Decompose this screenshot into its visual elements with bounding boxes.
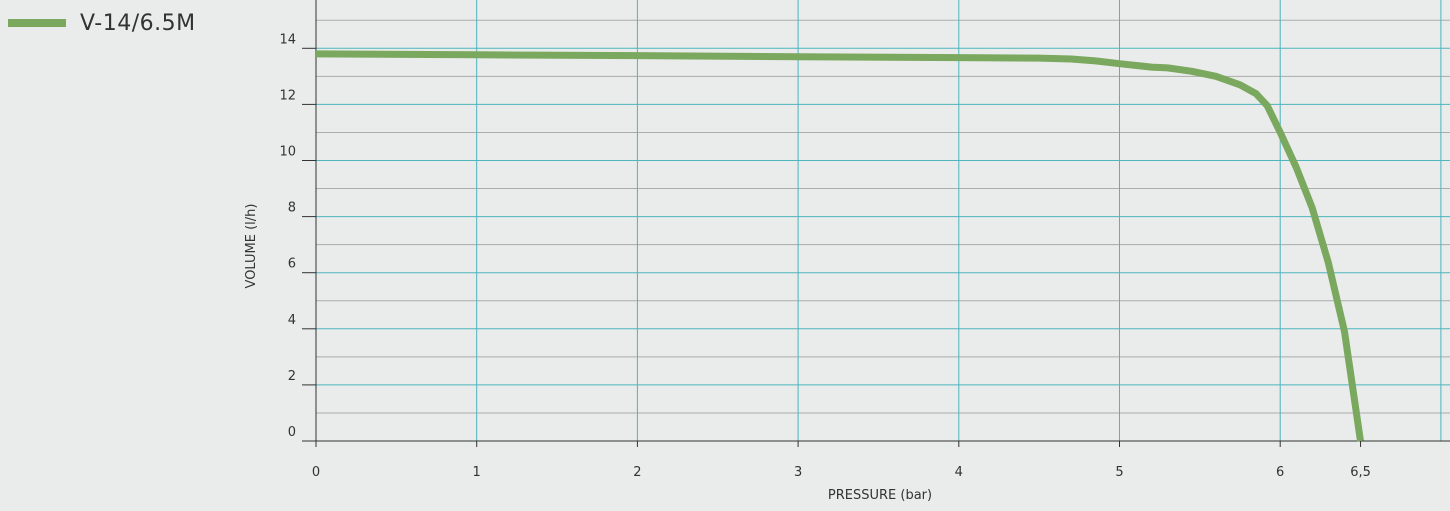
y-tick-label: 10 (279, 145, 296, 160)
x-tick-label: 4 (955, 465, 963, 480)
major-gridlines (316, 0, 1450, 441)
x-tick-label: 2 (633, 465, 641, 480)
y-tick-label: 0 (288, 425, 296, 440)
minor-gridlines (316, 19, 1450, 414)
y-axis-title: VOLUME (l/h) (244, 204, 259, 289)
series-line (315, 50, 1364, 442)
legend-swatch (8, 19, 66, 27)
series-layer (315, 50, 1364, 442)
y-tick-label: 6 (288, 257, 296, 272)
y-tick-label: 8 (288, 201, 296, 216)
x-axis-title: PRESSURE (bar) (828, 488, 932, 503)
x-tick-label: 6 (1276, 465, 1284, 480)
x-tick-label: 6,5 (1350, 465, 1371, 480)
x-tick-label: 5 (1115, 465, 1123, 480)
y-tick-label: 12 (279, 88, 296, 103)
y-tick-label: 2 (288, 369, 296, 384)
x-tick-label: 3 (794, 465, 802, 480)
x-tick-label: 1 (473, 465, 481, 480)
y-tick-label: 4 (288, 313, 296, 328)
x-tick-label: 0 (312, 465, 320, 480)
axes (302, 0, 1450, 447)
y-tick-label: 14 (279, 32, 296, 47)
legend-label: V-14/6.5M (80, 10, 196, 36)
legend: V-14/6.5M (8, 6, 196, 40)
